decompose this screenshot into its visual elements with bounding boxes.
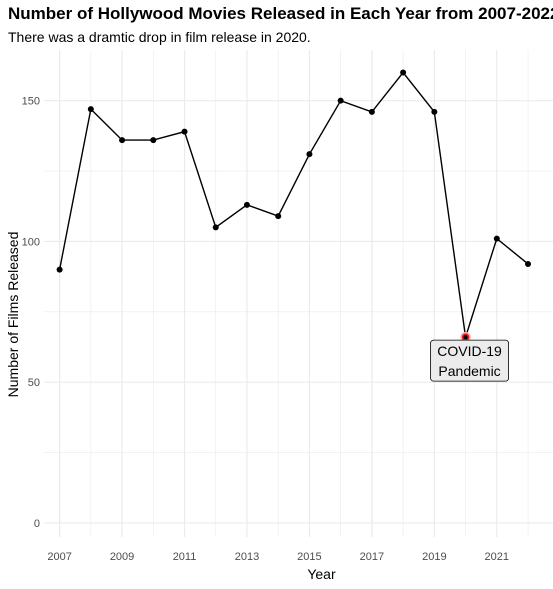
x-tick-label: 2019 — [422, 551, 446, 563]
y-tick-label: 100 — [22, 236, 40, 248]
data-point — [275, 213, 282, 220]
data-point — [181, 128, 188, 135]
data-point — [525, 260, 532, 267]
x-tick-label: 2013 — [235, 551, 259, 563]
chart-subtitle: There was a dramtic drop in film release… — [8, 29, 311, 45]
annotation-box — [430, 339, 509, 382]
data-point — [493, 235, 500, 242]
y-tick-label: 50 — [28, 377, 40, 389]
x-axis-title: Year — [307, 566, 336, 582]
series — [56, 69, 532, 343]
annotation-line: Pandemic — [438, 363, 500, 379]
grid-lines — [44, 50, 553, 537]
data-point — [212, 224, 219, 231]
data-point — [119, 137, 126, 144]
y-axis-title: Number of Films Released — [5, 232, 21, 398]
x-tick-label: 2011 — [173, 551, 197, 563]
data-point — [150, 137, 157, 144]
data-point — [306, 151, 313, 158]
data-point — [87, 106, 94, 113]
y-tick-label: 0 — [34, 518, 40, 530]
data-point — [431, 108, 438, 115]
x-axis-ticks: 2007 2009 2011 2013 2015 2017 2019 2021 — [47, 551, 509, 563]
data-point — [400, 69, 407, 76]
x-tick-label: 2007 — [47, 551, 71, 563]
data-point — [368, 108, 375, 115]
chart-title: Number of Hollywood Movies Released in E… — [8, 4, 553, 23]
y-axis-ticks: 0 50 100 150 — [22, 96, 40, 530]
annotation: COVID-19 Pandemic — [430, 339, 509, 382]
highlight-point-center — [463, 335, 468, 340]
x-tick-label: 2017 — [360, 551, 384, 563]
x-tick-label: 2021 — [485, 551, 509, 563]
series-line — [58, 71, 529, 338]
data-point — [337, 97, 344, 104]
y-tick-label: 150 — [22, 96, 40, 108]
data-point — [56, 266, 63, 273]
annotation-line: COVID-19 — [437, 343, 502, 359]
data-point — [243, 201, 250, 208]
x-tick-label: 2009 — [110, 551, 134, 563]
x-tick-label: 2015 — [297, 551, 321, 563]
